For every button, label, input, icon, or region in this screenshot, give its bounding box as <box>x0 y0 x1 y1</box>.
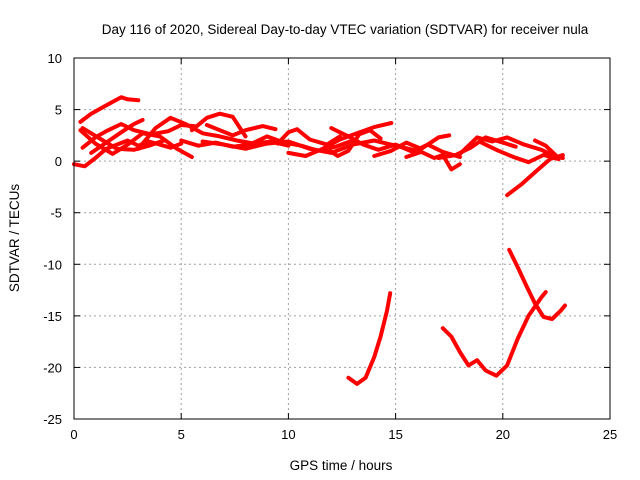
series-line-arc-1 <box>72 138 184 169</box>
x-tick-label: 20 <box>496 427 510 442</box>
series-line-arc-22 <box>533 138 559 158</box>
series-line-arc-10 <box>204 123 278 138</box>
tick-labels: 0 5 10 15 20 25 -25 -20 -15 -10 -5 0 5 10 <box>43 51 617 442</box>
y-tick-label: -20 <box>43 360 62 375</box>
chart-title: Day 116 of 2020, Sidereal Day-to-day VTE… <box>102 22 589 37</box>
series-line-arc-4 <box>80 122 197 150</box>
y-tick-label: 10 <box>48 51 62 66</box>
series-line-arc-11 <box>200 138 419 155</box>
x-tick-label: 25 <box>603 427 617 442</box>
y-tick-label: -10 <box>43 257 62 272</box>
series-line-arc-24 <box>440 290 548 378</box>
series-line-arc-25 <box>507 247 567 321</box>
x-tick-label: 0 <box>70 427 77 442</box>
x-axis-label: GPS time / hours <box>290 458 393 473</box>
series-line-arc-18 <box>436 135 518 160</box>
series-line-arc-15 <box>329 126 462 159</box>
y-tick-label: -25 <box>43 412 62 427</box>
series-line-arc-23 <box>346 291 393 386</box>
x-tick-label: 10 <box>281 427 295 442</box>
series-line-arc-3 <box>78 128 194 159</box>
y-tick-label: 5 <box>55 103 62 118</box>
y-tick-label: 0 <box>55 154 62 169</box>
series-layer <box>72 95 567 386</box>
series-line-arc-2 <box>78 95 141 124</box>
y-axis-label: SDTVAR / TECUs <box>7 184 22 293</box>
grid <box>74 58 610 419</box>
series-line-arc-7 <box>136 115 291 151</box>
x-tick-label: 5 <box>178 427 185 442</box>
series-line-arc-13 <box>286 121 394 158</box>
series-line-arc-16 <box>372 133 452 158</box>
series-line-arc-9 <box>189 111 248 139</box>
plot-frame <box>73 57 611 420</box>
ticks <box>73 57 611 420</box>
x-tick-label: 15 <box>388 427 402 442</box>
series-line-arc-14 <box>325 128 383 158</box>
series-line-arc-5 <box>89 117 145 155</box>
series-line-arc-20 <box>479 140 561 165</box>
series-line-arc-19 <box>457 135 565 160</box>
y-tick-label: -15 <box>43 309 62 324</box>
series-line-arc-6 <box>80 126 166 152</box>
y-tick-label: -5 <box>50 206 62 221</box>
series-line-arc-21 <box>505 153 565 198</box>
